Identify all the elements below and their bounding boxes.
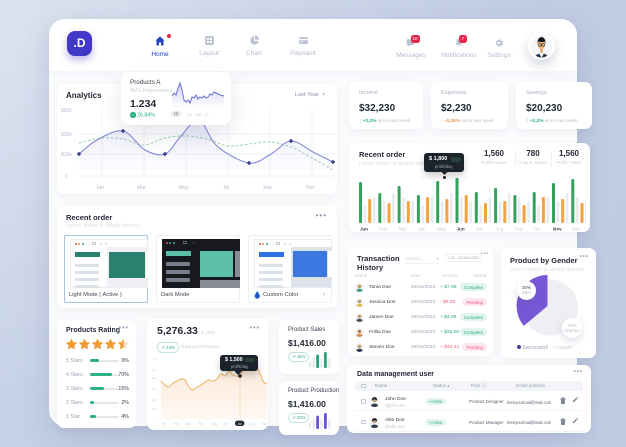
svg-text:1.2k: 1.2k	[152, 357, 158, 361]
svg-text:Apr: Apr	[418, 227, 426, 232]
svg-text:$30k: $30k	[61, 132, 72, 138]
svg-text:Sep: Sep	[514, 227, 523, 232]
svg-text:Jun: Jun	[457, 227, 465, 232]
svg-text:600: 600	[152, 387, 157, 391]
svg-text:May: May	[179, 185, 189, 191]
svg-text:400: 400	[152, 398, 157, 402]
svg-text:0: 0	[154, 417, 156, 421]
svg-text:$60k: $60k	[61, 108, 72, 114]
svg-text:0: 0	[65, 174, 68, 180]
svg-text:Jul: Jul	[223, 185, 229, 191]
svg-text:Jan: Jan	[96, 185, 104, 191]
svg-text:May: May	[211, 422, 218, 426]
svg-text:Nov: Nov	[553, 227, 562, 232]
svg-text:Jan: Jan	[161, 422, 167, 426]
svg-text:Apr: Apr	[198, 422, 204, 426]
svg-text:800: 800	[152, 376, 157, 380]
svg-text:Aug: Aug	[495, 227, 504, 232]
svg-text:Jan: Jan	[360, 227, 368, 232]
svg-text:Mar: Mar	[399, 227, 407, 232]
svg-text:$10k: $10k	[61, 152, 72, 158]
svg-text:Feb: Feb	[379, 227, 387, 232]
svg-text:Mar: Mar	[186, 422, 193, 426]
svg-text:Jul: Jul	[237, 422, 242, 426]
svg-text:Sep: Sep	[263, 185, 272, 191]
svg-text:1k: 1k	[152, 368, 156, 372]
svg-text:Nov: Nov	[306, 185, 315, 191]
svg-text:200: 200	[152, 407, 157, 411]
svg-text:Dec: Dec	[572, 227, 581, 232]
svg-text:Sep: Sep	[261, 422, 267, 426]
svg-text:Jun: Jun	[224, 422, 230, 426]
svg-text:May: May	[437, 227, 446, 232]
svg-text:Jul: Jul	[476, 227, 482, 232]
svg-text:Mar: Mar	[137, 185, 146, 191]
svg-text:Feb: Feb	[173, 422, 179, 426]
svg-text:Oct: Oct	[534, 227, 542, 232]
svg-text:Aug: Aug	[249, 422, 255, 426]
